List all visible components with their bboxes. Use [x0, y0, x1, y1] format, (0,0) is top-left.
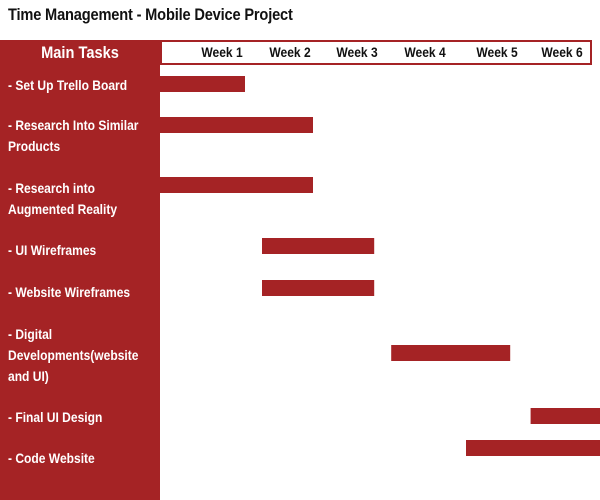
task-label-line: - Code Website — [8, 450, 95, 466]
task-label: - Set Up Trello Board — [8, 75, 146, 96]
gantt-bar — [160, 177, 313, 193]
task-label: - Final UI Design — [8, 407, 146, 428]
task-label-line: - Research into — [8, 180, 95, 196]
task-label-line: - UI Wireframes — [8, 242, 97, 258]
task-label: - Digital Developments(website and UI) — [8, 324, 146, 387]
week-label: Week 2 — [269, 44, 311, 60]
gantt-bar — [262, 280, 375, 296]
task-label-line: and UI) — [8, 368, 49, 384]
gantt-bar — [530, 408, 600, 424]
task-label: - Code Website — [8, 448, 146, 469]
gantt-bar — [466, 440, 600, 456]
task-label-line: Developments(website — [8, 347, 139, 363]
week-label: Week 3 — [336, 44, 378, 60]
gantt-bar — [160, 76, 245, 92]
week-label: Week 4 — [404, 44, 446, 60]
task-sidebar: Main Tasks - Set Up Trello Board - Resea… — [0, 40, 160, 500]
task-label: - Research into Augmented Reality — [8, 178, 146, 220]
task-label-line: - Website Wireframes — [8, 284, 131, 300]
task-label-line: - Final UI Design — [8, 409, 103, 425]
week-header-row — [160, 40, 592, 65]
week-label: Week 1 — [201, 44, 243, 60]
gantt-bar — [262, 238, 375, 254]
task-label-line: - Research Into Similar — [8, 117, 139, 133]
gantt-bar — [160, 117, 313, 133]
task-label: - Website Wireframes — [8, 282, 146, 303]
task-label-line: Products — [8, 138, 61, 154]
week-label: Week 6 — [541, 44, 583, 60]
gantt-bar — [391, 345, 511, 361]
week-label: Week 5 — [476, 44, 518, 60]
page-title: Time Management - Mobile Device Project — [8, 5, 293, 24]
task-label: - UI Wireframes — [8, 240, 146, 261]
task-label-line: - Set Up Trello Board — [8, 77, 128, 93]
task-label: - Research Into Similar Products — [8, 115, 146, 157]
task-label-line: Augmented Reality — [8, 201, 118, 217]
task-label-line: - Digital — [8, 326, 53, 342]
main-tasks-header: Main Tasks — [41, 43, 119, 62]
